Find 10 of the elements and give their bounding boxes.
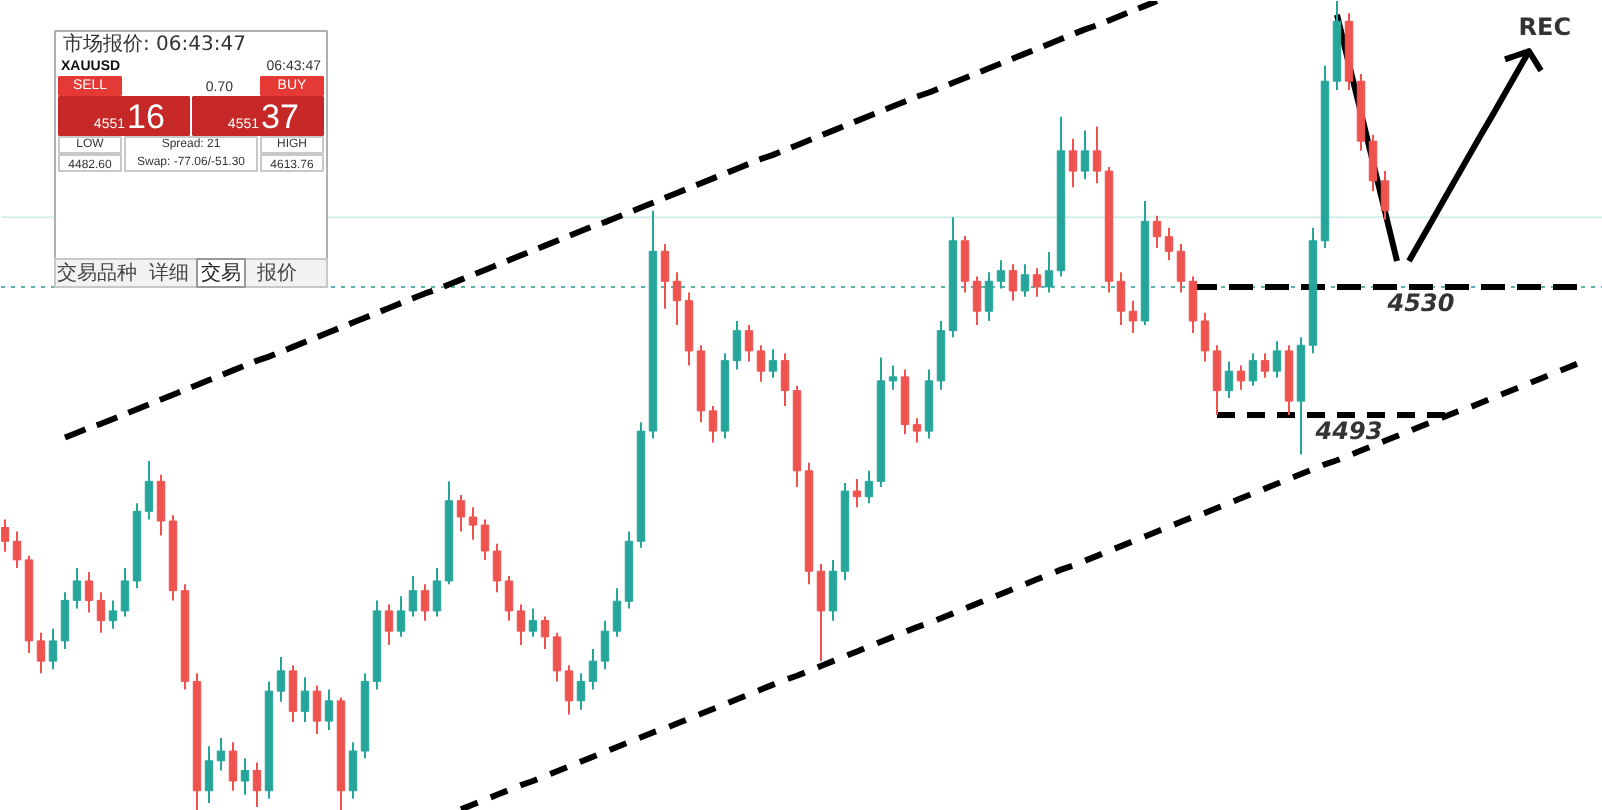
annotation: 交易 <box>201 261 241 285</box>
annotation: 37 <box>261 98 299 136</box>
annotation: 市场报价: 06:43:47 <box>63 32 246 56</box>
annotation: 交易品种 <box>57 261 137 285</box>
annotation: 详细 <box>149 261 189 285</box>
series-label: 4530 <box>1385 288 1455 317</box>
annotation: 16 <box>127 98 165 136</box>
annotation: 报价 <box>255 261 297 285</box>
series-label: 4493 <box>1313 416 1383 445</box>
annotation: REC <box>1518 13 1572 41</box>
